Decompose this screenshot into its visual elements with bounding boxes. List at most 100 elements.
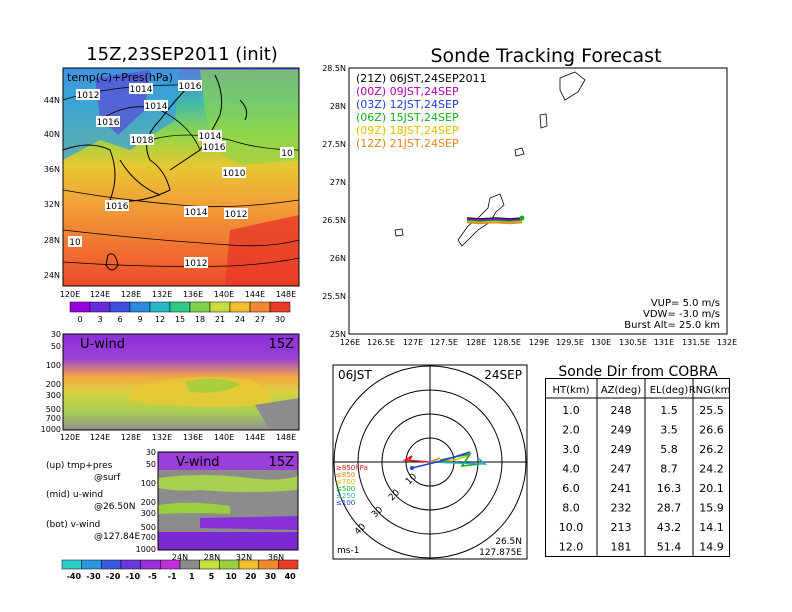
isobar-label: 1016 (105, 200, 129, 212)
lon-tick: 124E (90, 433, 110, 442)
level-legend-item: ≤850 (336, 471, 355, 479)
lat-tick: 44N (44, 96, 60, 105)
lon-tick: 136E (183, 290, 203, 299)
colorbar-swatch (189, 301, 211, 313)
colorbar-swatch (129, 301, 151, 313)
vwind-time: 15Z (269, 455, 295, 470)
polar-vector (429, 457, 488, 465)
table-cell: 14.1 (699, 521, 724, 534)
lat-tick: 28N (44, 236, 60, 245)
colorbar-swatch (269, 301, 291, 313)
isobar-label-2: 1014 (130, 85, 153, 95)
wind-colorbar-label: 10 (226, 572, 238, 581)
isobar-label-3: 1012 (77, 91, 100, 101)
vwind-label: V-wind (176, 455, 220, 470)
lev-tick: 700 (141, 533, 156, 542)
track-line (466, 219, 523, 223)
param-burst: Burst Alt= 25.0 km (624, 320, 720, 331)
isobar-label: 1012 (76, 89, 100, 101)
isobar-labels: 1016 1014 1012 1014 1016 1018 1014 1016 … (68, 80, 294, 269)
temp-pres-label: temp(C)+Pres(hPa) (67, 71, 173, 84)
lat-tick: 36N (268, 553, 284, 562)
table-cell: 26.6 (699, 424, 724, 437)
lat-tick: 32N (236, 553, 252, 562)
track-line (466, 221, 523, 225)
isobar-label: 10 (280, 147, 294, 159)
wind-colorbar-label: -30 (86, 572, 101, 581)
track-legend-item: (12Z) 21JST,24SEP (356, 137, 459, 150)
note-line: @127.84E (94, 532, 140, 542)
isobar-label-4: 1014 (145, 102, 168, 112)
table-cell: 26.2 (699, 443, 724, 456)
lon-tick: 148E (276, 433, 296, 442)
lev-tick: 100 (141, 479, 156, 488)
wind-colorbar-label: 20 (245, 572, 257, 581)
level-legend-item: ≤500 (336, 485, 355, 493)
lon-tick: 131E (654, 338, 674, 347)
lev-tick: 100 (46, 361, 61, 370)
table-cell: 43.2 (657, 521, 682, 534)
colorbar-swatch (69, 301, 91, 313)
table-cell: 20.1 (699, 482, 724, 495)
hot-region (225, 215, 299, 286)
track-line (466, 218, 523, 221)
colorbar-label: 0 (77, 315, 82, 324)
isobar-label-6: 1018 (131, 136, 154, 146)
lon-tick: 126E (340, 338, 360, 347)
lon-tick: 124E (90, 290, 110, 299)
table-cell: 213 (611, 521, 632, 534)
lev-tick: 500 (141, 523, 156, 532)
colorbar-swatch (249, 301, 271, 313)
polar-time: 06JST (338, 368, 372, 382)
lon-tick: 128E (121, 290, 141, 299)
wind-colorbar-swatch (81, 559, 102, 570)
table-cell: 8.0 (562, 502, 580, 515)
wind-colorbar: -40 -30 -20 -10 -5 -1 1 5 10 20 30 40 (61, 559, 299, 581)
lat-tick: 36N (44, 165, 60, 174)
level-legend-item: ≤700 (336, 478, 355, 486)
lev-tick: 200 (46, 380, 61, 389)
lon-tick: 130E (591, 338, 611, 347)
polar-vector-origin (410, 466, 414, 470)
isobar-label-5: 1016 (97, 118, 120, 128)
lon-tick: 131.5E (682, 338, 710, 347)
uwind-lon-ticks: 120E 124E 128E 132E 136E 140E 144E 148E (60, 433, 296, 442)
colorbar-label: 6 (117, 315, 122, 324)
polar-vector (411, 451, 471, 469)
track-legend-item: (06Z) 15JST,24SEP (356, 111, 459, 124)
colorbar-label: 18 (195, 315, 205, 324)
wind-colorbar-swatch (120, 559, 141, 570)
table-header-cell: RNG(km) (689, 385, 730, 396)
wind-colorbar-swatch (140, 559, 161, 570)
wind-colorbar-label: 1 (189, 572, 195, 581)
lat-tick: 26N (330, 254, 346, 263)
polar-level-legend: ≥850hPa ≤850 ≤700 ≤500 ≤250 ≤100 (336, 464, 368, 507)
colorbar-label: 30 (275, 315, 285, 324)
track-params: VUP= 5.0 m/s VDW= -3.0 m/s Burst Alt= 25… (624, 298, 720, 331)
colorbar-swatch (169, 301, 191, 313)
track-legend-item: (09Z) 18JST,24SEP (356, 124, 459, 137)
wind-colorbar-swatch (258, 559, 279, 570)
wind-colorbar-swatch (179, 559, 200, 570)
level-legend-item: ≥850hPa (336, 464, 368, 472)
polar-date: 24SEP (484, 368, 522, 382)
lev-tick: 200 (141, 498, 156, 507)
island-okinawa (457, 193, 505, 247)
lon-tick: 129.5E (556, 338, 584, 347)
wind-colorbar-swatch (278, 559, 299, 570)
table-cell: 24.2 (699, 463, 724, 476)
track-lat-ticks: 28.5N 28N 27.5N 27N 26.5N 26N 25.5N 25N (322, 64, 346, 339)
vwind-band-3 (200, 516, 298, 530)
wind-colorbar-swatch (160, 559, 181, 570)
polar-loc-lat: 26.5N (495, 537, 522, 547)
temp-map-lon-ticks: 120E 124E 128E 132E 136E 140E 144E 148E (60, 290, 296, 299)
left-map-title: 15Z,23SEP2011 (init) (86, 44, 278, 65)
lat-tick: 28N (204, 553, 220, 562)
island-kume (394, 228, 404, 237)
lon-tick: 148E (276, 290, 296, 299)
lon-tick: 127E (403, 338, 423, 347)
wind-colorbar-swatch (199, 559, 220, 570)
table-cell: 8.7 (660, 463, 678, 476)
track-legend-item: (00Z) 09JST,24SEP (356, 85, 459, 98)
lat-tick: 25N (330, 330, 346, 339)
